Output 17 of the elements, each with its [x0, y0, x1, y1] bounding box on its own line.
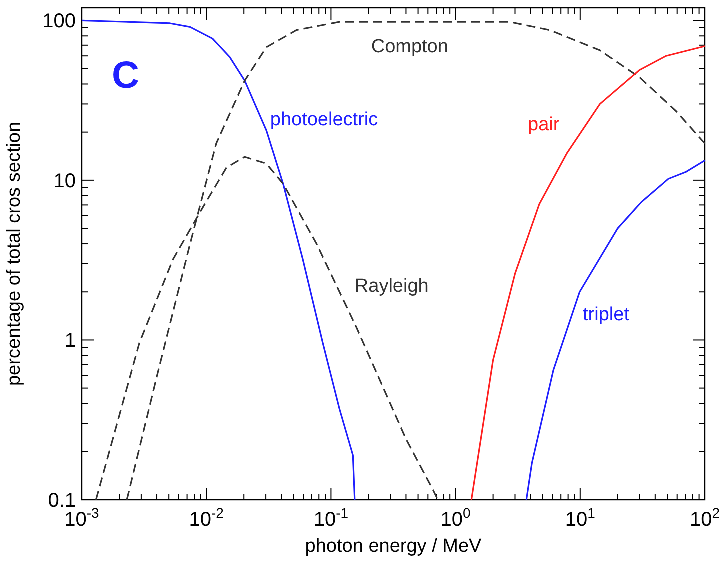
- x-tick-label: 10$^{2}$: [690, 505, 720, 531]
- x-tick-label: 10$^{-2}$: [189, 505, 224, 531]
- y-tick-label: 0.1: [48, 490, 76, 512]
- x-tick-label: 10$^{0}$: [440, 505, 472, 531]
- x-tick-label: 10$^{1}$: [565, 505, 596, 531]
- y-tick-label: 1: [64, 330, 76, 352]
- x-axis-title: photon energy / MeV: [305, 536, 482, 557]
- x-tick-label: 10$^{-1}$: [314, 505, 349, 531]
- series-label: triplet: [583, 304, 630, 326]
- series-label: photoelectric: [270, 110, 378, 131]
- series-label: pair: [528, 114, 560, 136]
- y-axis-title: percentage of total cros section: [4, 122, 25, 386]
- series-label: Compton: [371, 36, 448, 58]
- annotation: C: [112, 55, 140, 97]
- y-tick-label: 10: [54, 170, 76, 192]
- series-label: Rayleigh: [354, 276, 429, 298]
- y-tick-label: 100: [42, 10, 76, 33]
